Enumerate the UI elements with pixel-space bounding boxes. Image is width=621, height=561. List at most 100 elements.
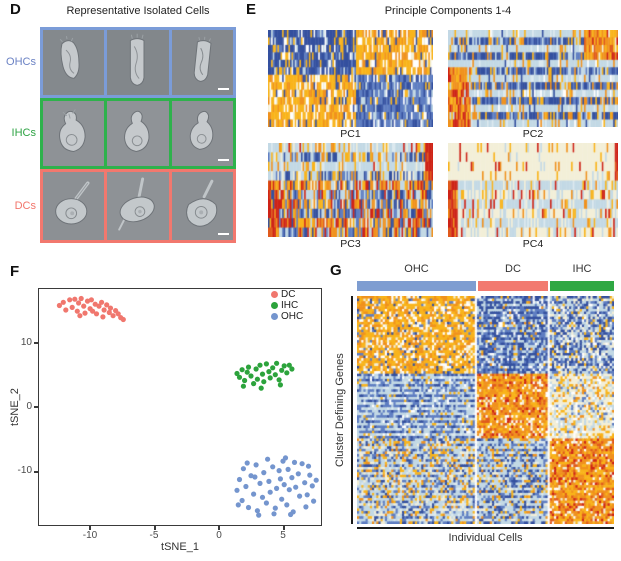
pc3-label: PC3 — [340, 238, 361, 250]
ihc-cell-image-3 — [171, 101, 233, 166]
g-x-axis-line — [357, 527, 614, 529]
ihc-cell-drawing — [189, 110, 213, 150]
scatter-point-ohc — [265, 456, 271, 462]
scatter-point-dc — [93, 311, 100, 317]
scatter-point-ohc — [261, 470, 267, 476]
scatter-point-ihc — [279, 367, 285, 373]
scatter-point-ohc — [245, 504, 252, 511]
panel-e-letter: E — [246, 1, 257, 18]
scatter-point-ohc — [293, 484, 299, 490]
scatter-point-ohc — [274, 485, 280, 491]
scatter-point-dc — [88, 297, 94, 303]
ohc-group-bar — [357, 281, 476, 291]
legend-item-ohc: OHC — [271, 312, 303, 322]
pc2-label: PC2 — [522, 128, 544, 140]
scatter-point-ihc — [258, 385, 264, 391]
group-label-ihc: IHC — [572, 263, 592, 275]
ohc-legend-dot — [271, 313, 278, 320]
scatter-point-dc — [107, 305, 114, 311]
scatter-point-ihc — [259, 371, 266, 377]
x-tick-mark — [283, 526, 285, 530]
ohc-image-row — [40, 27, 236, 98]
tsne-y-axis-label: tSNE_2 — [9, 388, 21, 426]
tsne-x-axis-label: tSNE_1 — [161, 541, 199, 553]
scatter-point-ohc — [266, 478, 272, 484]
scatter-point-ohc — [271, 511, 277, 517]
y-tick-mark — [34, 406, 38, 408]
scatter-point-ihc — [234, 370, 240, 377]
scatter-point-ohc — [284, 502, 290, 508]
row-label-ohcs: OHCs — [6, 56, 36, 68]
dc-cell-image-2 — [107, 172, 169, 240]
scatter-point-ohc — [248, 473, 254, 479]
scatter-point-dc — [77, 313, 83, 319]
scatter-point-dc — [115, 311, 121, 317]
x-tick-mark — [218, 526, 220, 530]
dc-cell-image-1 — [43, 172, 105, 240]
scatter-point-dc — [60, 299, 66, 305]
scatter-point-ohc — [286, 487, 292, 493]
scatter-point-ohc — [299, 461, 305, 467]
panel-d-letter: D — [10, 1, 21, 18]
panel-f-letter: F — [10, 263, 20, 280]
scatter-point-ihc — [242, 377, 248, 384]
scatter-point-ohc — [302, 480, 308, 486]
dc-group-bar — [478, 281, 548, 291]
scatter-point-ihc — [286, 362, 292, 368]
dc-legend-label: DC — [281, 289, 296, 300]
scatter-point-ohc — [282, 455, 289, 461]
scatter-point-dc — [104, 302, 110, 308]
y-tick-mark — [34, 342, 38, 344]
scatter-point-dc — [56, 302, 62, 309]
scatter-point-dc — [67, 297, 73, 303]
legend-item-dc: DC — [271, 289, 303, 300]
scatter-point-ihc — [266, 369, 272, 375]
scale-bar — [217, 159, 229, 161]
scatter-point-ihc — [261, 379, 267, 385]
scatter-point-ohc — [288, 511, 294, 518]
scatter-point-dc — [101, 307, 107, 313]
pc2-heatmap — [448, 30, 618, 127]
scatter-point-ihc — [254, 376, 260, 382]
scatter-point-ihc — [244, 369, 250, 375]
cluster-heatmap — [357, 296, 614, 524]
dc-cell-image-3 — [171, 172, 233, 240]
pc4-heatmap — [448, 143, 618, 237]
scatter-point-ohc — [263, 500, 269, 506]
y-tick-label: 0 — [26, 401, 32, 412]
dc-cell-drawing — [118, 177, 156, 231]
tsne-plot-area: DC IHC OHC — [38, 288, 322, 526]
scatter-point-ihc — [277, 382, 283, 388]
scatter-point-ohc — [276, 468, 282, 474]
scatter-point-ohc — [311, 498, 317, 504]
scatter-point-dc — [106, 309, 112, 316]
scatter-point-ihc — [284, 370, 290, 376]
ihc-legend-dot — [271, 302, 278, 309]
scatter-point-ohc — [291, 459, 298, 465]
scatter-point-ohc — [305, 463, 312, 469]
scatter-point-dc — [76, 300, 82, 306]
scatter-point-ohc — [295, 471, 301, 477]
scatter-point-ihc — [270, 365, 276, 371]
pc1-heatmap — [268, 30, 433, 127]
scatter-point-ihc — [263, 361, 269, 367]
scatter-point-ihc — [251, 381, 257, 387]
scatter-point-ohc — [254, 508, 260, 514]
ohc-cell-drawing — [59, 36, 80, 79]
x-tick-label: -10 — [82, 530, 98, 541]
scatter-point-ohc — [259, 494, 266, 500]
scatter-point-ohc — [235, 502, 241, 508]
scatter-point-ihc — [240, 383, 246, 389]
scatter-point-ohc — [267, 489, 273, 495]
scatter-point-ohc — [256, 512, 262, 518]
ihc-cell-image-1 — [43, 101, 105, 166]
dc-cell-drawing — [55, 181, 90, 225]
scatter-point-ihc — [236, 374, 243, 380]
scatter-point-ohc — [270, 464, 276, 470]
scatter-point-ohc — [277, 476, 283, 482]
scatter-point-ohc — [289, 475, 295, 481]
ohc-cell-drawing — [130, 33, 145, 86]
x-tick-label: 0 — [216, 530, 222, 541]
x-tick-mark — [154, 526, 156, 530]
